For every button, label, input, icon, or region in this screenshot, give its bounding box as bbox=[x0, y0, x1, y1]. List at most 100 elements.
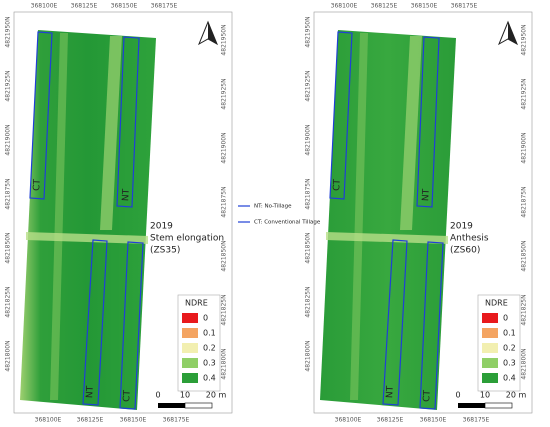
x-coord-label: 368150E bbox=[120, 417, 147, 424]
y-coord-label: 4821925N bbox=[521, 78, 528, 109]
tillage-legend-label: NT: No-Tillage bbox=[254, 204, 292, 210]
panel-caption: (ZS60) bbox=[450, 246, 480, 256]
y-coord-label: 4821925N bbox=[221, 78, 228, 109]
legend-label: 0 bbox=[203, 314, 208, 323]
x-coord-label: 368125E bbox=[371, 3, 398, 10]
map-panel: CT NT NT CT 368100E 368125E 368150E 368175E 3681… bbox=[5, 3, 233, 424]
legend-title: NDRE bbox=[185, 299, 208, 308]
x-coord-label: 368125E bbox=[377, 417, 404, 424]
legend-swatch bbox=[182, 373, 198, 383]
plot-outline bbox=[382, 239, 408, 406]
y-coord-label: 4821925N bbox=[5, 70, 12, 101]
tillage-legend-label: CT: Conventional Tillage bbox=[254, 220, 321, 226]
north-arrow bbox=[208, 22, 217, 44]
y-coord-label: 4821825N bbox=[5, 286, 12, 317]
scale-bar bbox=[458, 403, 485, 408]
panel-caption: Anthesis bbox=[450, 234, 489, 244]
scale-label: 10 bbox=[480, 391, 490, 400]
crop-stripe bbox=[100, 36, 122, 230]
legend-swatch bbox=[182, 328, 198, 338]
legend-swatch bbox=[482, 328, 498, 338]
x-coord-label: 368100E bbox=[35, 417, 62, 424]
legend-swatch bbox=[482, 313, 498, 323]
legend-swatch bbox=[482, 343, 498, 353]
x-coord-label: 368100E bbox=[331, 3, 358, 10]
legend-label: 0.3 bbox=[203, 359, 216, 368]
y-coord-label: 4821875N bbox=[221, 186, 228, 217]
scale-label: 0 bbox=[155, 391, 160, 400]
legend-label: 0.2 bbox=[503, 344, 516, 353]
plot-label: NT bbox=[121, 188, 132, 201]
plot-outline bbox=[419, 241, 444, 410]
plot-outline bbox=[82, 239, 108, 406]
legend-label: 0.4 bbox=[503, 374, 516, 383]
y-coord-label: 4821900N bbox=[221, 132, 228, 163]
plot-label: CT bbox=[32, 178, 43, 191]
plot-outline bbox=[329, 31, 353, 200]
scale-label: 0 bbox=[455, 391, 460, 400]
y-coord-label: 4821825N bbox=[521, 294, 528, 325]
y-coord-label: 4821850N bbox=[5, 232, 12, 263]
legend-swatch bbox=[482, 358, 498, 368]
crop-stripe bbox=[326, 232, 448, 244]
x-coord-label: 368175E bbox=[451, 3, 478, 10]
crop-stripe bbox=[50, 33, 68, 400]
x-coord-label: 368100E bbox=[31, 3, 58, 10]
x-coord-label: 368175E bbox=[463, 417, 490, 424]
y-coord-label: 4821950N bbox=[305, 16, 312, 47]
plot-label: CT bbox=[122, 389, 133, 402]
y-coord-label: 4821825N bbox=[305, 286, 312, 317]
crop-stripe bbox=[350, 33, 368, 400]
legend-swatch bbox=[182, 343, 198, 353]
plot-outline bbox=[119, 241, 144, 410]
field bbox=[20, 30, 156, 410]
plot-label: NT bbox=[385, 385, 396, 398]
scale-label: 10 bbox=[180, 391, 190, 400]
crop-stripe bbox=[400, 36, 422, 230]
y-coord-label: 4821875N bbox=[521, 186, 528, 217]
scale-label: 20 m bbox=[206, 391, 227, 400]
scale-bar bbox=[158, 403, 185, 408]
plot-outline bbox=[29, 31, 53, 200]
x-coord-label: 368150E bbox=[420, 417, 447, 424]
y-coord-label: 4821925N bbox=[305, 70, 312, 101]
y-coord-label: 4821850N bbox=[305, 232, 312, 263]
legend-label: 0.1 bbox=[503, 329, 516, 338]
y-coord-label: 4821875N bbox=[305, 178, 312, 209]
y-coord-label: 4821800N bbox=[5, 340, 12, 371]
y-coord-label: 4821950N bbox=[5, 16, 12, 47]
y-coord-label: 4821850N bbox=[521, 240, 528, 271]
x-coord-label: 368125E bbox=[71, 3, 98, 10]
x-coord-label: 368125E bbox=[77, 417, 104, 424]
y-coord-label: 4821800N bbox=[521, 348, 528, 379]
north-arrow bbox=[508, 22, 517, 44]
scale-bar bbox=[184, 402, 213, 409]
plot-outline bbox=[116, 36, 140, 208]
panel-caption: Stem elongation bbox=[150, 234, 224, 244]
y-coord-label: 4821900N bbox=[521, 132, 528, 163]
legend-swatch bbox=[182, 313, 198, 323]
x-coord-label: 368175E bbox=[151, 3, 178, 10]
panel-caption: 2019 bbox=[450, 222, 473, 232]
y-coord-label: 4821825N bbox=[221, 294, 228, 325]
plot-label: NT bbox=[421, 188, 432, 201]
legend-swatch bbox=[482, 373, 498, 383]
plot-outline bbox=[416, 36, 440, 208]
panel-caption: (ZS35) bbox=[150, 246, 180, 256]
legend-label: 0 bbox=[503, 314, 508, 323]
map-frame bbox=[13, 11, 233, 414]
map-frame bbox=[313, 11, 533, 414]
crop-stripe bbox=[26, 232, 148, 244]
legend-label: 0.3 bbox=[503, 359, 516, 368]
y-coord-label: 4821800N bbox=[305, 340, 312, 371]
legend-label: 0.1 bbox=[203, 329, 216, 338]
field bbox=[320, 30, 456, 410]
y-coord-label: 4821900N bbox=[305, 124, 312, 155]
panel-caption: 2019 bbox=[150, 222, 173, 232]
y-coord-label: 4821950N bbox=[521, 24, 528, 55]
scale-label: 20 m bbox=[506, 391, 527, 400]
plot-label: CT bbox=[422, 389, 433, 402]
plot-label: CT bbox=[332, 178, 343, 191]
y-coord-label: 4821875N bbox=[5, 178, 12, 209]
